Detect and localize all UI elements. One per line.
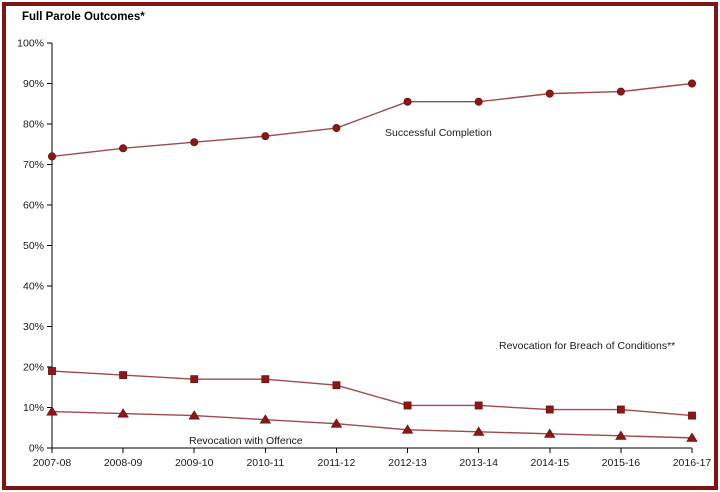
data-point-revocation-with-offence: [401, 424, 414, 434]
data-point-revocation-with-offence: [259, 414, 272, 424]
data-point-revocation-with-offence: [686, 432, 698, 442]
data-point-revocation-for-breach-of-conditions: [403, 401, 412, 410]
data-point-revocation-with-offence: [330, 418, 343, 428]
data-point-revocation-for-breach-of-conditions: [616, 405, 625, 414]
parole-outcomes-chart: 0% 10% 20% 30% 40% 50% 60% 70% 80% 90% 100% 2007-08…: [17, 38, 711, 470]
data-point-revocation-for-breach-of-conditions: [48, 367, 56, 375]
series-line-revocation-with-offence: [51, 410, 693, 439]
x-category-label: 2016-17: [673, 457, 712, 469]
x-category-label: 2015-16: [602, 457, 641, 469]
data-point-revocation-with-offence: [544, 428, 556, 438]
series-label-successful-completion: Successful Completion: [385, 127, 492, 139]
y-tick-label: 50%: [23, 240, 44, 252]
data-point-revocation-for-breach-of-conditions: [190, 375, 199, 384]
series-revocation-for-breach-of-conditions: Revocation for Breach of Conditions**: [48, 340, 696, 420]
x-category-label: 2011-12: [318, 457, 356, 469]
data-point-revocation-with-offence: [472, 426, 485, 436]
data-point-successful-completion: [119, 144, 128, 153]
y-tick-label: 60%: [23, 200, 44, 212]
series-successful-completion: Successful Completion: [47, 79, 696, 161]
data-point-successful-completion: [687, 79, 696, 88]
chart-title: Full Parole Outcomes*: [22, 11, 145, 23]
x-category-label: 2008-09: [104, 457, 143, 469]
y-tick-label: 30%: [23, 321, 44, 333]
x-category-label: 2007-08: [33, 457, 72, 469]
data-point-revocation-for-breach-of-conditions: [545, 405, 554, 414]
series-line-successful-completion: [51, 82, 693, 158]
data-point-revocation-with-offence: [46, 406, 58, 416]
axis-labels: 0% 10% 20% 30% 40% 50% 60% 70% 80% 90% 100% 2007-08…: [17, 38, 711, 470]
y-tick-label: 100%: [17, 38, 44, 50]
data-point-revocation-for-breach-of-conditions: [261, 375, 270, 384]
y-tick-label: 90%: [23, 78, 44, 90]
data-point-revocation-for-breach-of-conditions: [688, 411, 696, 420]
data-point-revocation-for-breach-of-conditions: [332, 381, 341, 390]
data-point-successful-completion: [261, 132, 270, 141]
data-point-successful-completion: [474, 97, 483, 106]
data-point-revocation-for-breach-of-conditions: [474, 401, 483, 410]
data-point-revocation-with-offence: [188, 410, 200, 420]
y-tick-label: 0%: [29, 443, 44, 455]
y-tick-label: 20%: [23, 362, 44, 374]
data-point-revocation-for-breach-of-conditions: [119, 371, 128, 379]
y-tick-label: 40%: [23, 281, 44, 293]
series-revocation-with-offence: Revocation with Offence: [46, 406, 698, 447]
axes: [47, 42, 693, 453]
series-label-revocation-for-breach-of-conditions: Revocation for Breach of Conditions**: [499, 340, 675, 352]
x-category-label: 2009-10: [175, 457, 214, 469]
y-tick-label: 80%: [23, 119, 44, 131]
series-label-revocation-with-offence: Revocation with Offence: [189, 435, 303, 447]
y-tick-label: 10%: [23, 402, 44, 414]
data-point-successful-completion: [190, 138, 199, 147]
y-tick-label: 70%: [23, 159, 44, 171]
data-point-successful-completion: [47, 152, 56, 161]
data-point-successful-completion: [332, 124, 341, 133]
x-category-label: 2014-15: [531, 457, 570, 469]
x-category-label: 2010-11: [246, 457, 284, 469]
x-category-label: 2013-14: [459, 457, 498, 469]
data-point-successful-completion: [403, 97, 412, 106]
data-point-revocation-with-offence: [615, 430, 627, 440]
data-point-revocation-with-offence: [117, 408, 129, 418]
data-point-successful-completion: [545, 89, 554, 98]
data-point-successful-completion: [616, 87, 625, 96]
x-category-label: 2012-13: [388, 457, 427, 469]
series-line-revocation-for-breach-of-conditions: [51, 370, 693, 417]
